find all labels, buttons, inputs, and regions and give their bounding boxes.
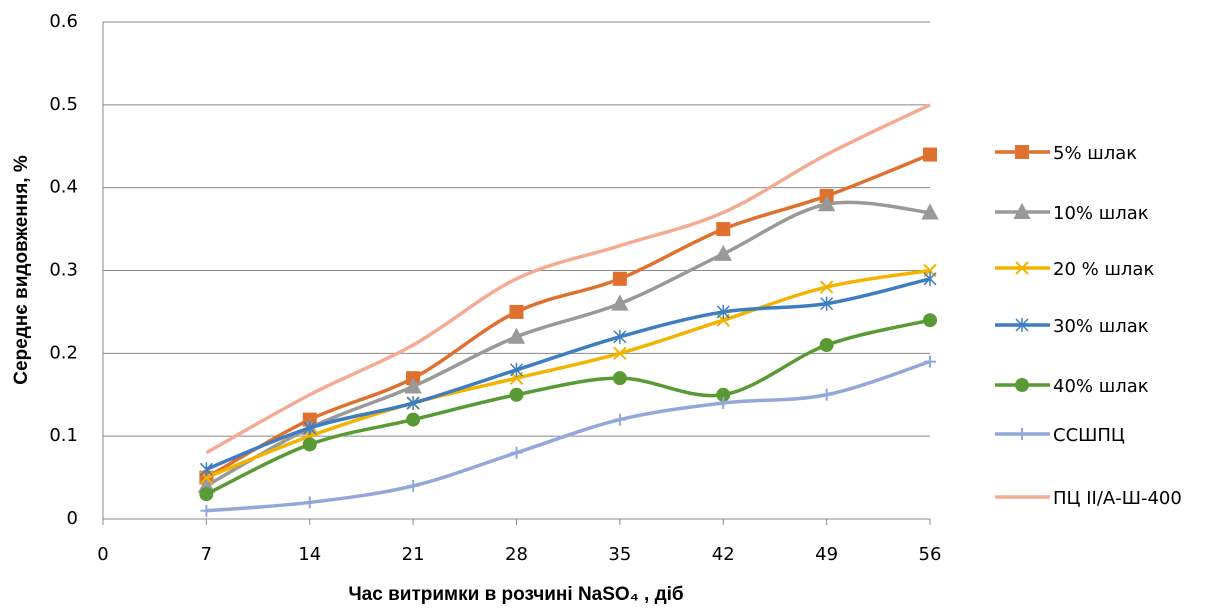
series-line	[205, 103, 931, 455]
marker	[613, 329, 627, 344]
marker	[820, 388, 833, 401]
marker	[406, 412, 421, 427]
marker	[819, 338, 834, 353]
marker	[924, 355, 936, 368]
x-tick-label: 28	[505, 544, 528, 565]
marker	[717, 397, 730, 410]
marker	[509, 362, 524, 377]
legend-label: 20 % шлак	[1053, 259, 1154, 280]
y-tick-label: 0.2	[49, 342, 78, 363]
legend-label: 10% шлак	[1053, 203, 1149, 224]
marker	[302, 437, 317, 452]
series-line	[205, 277, 931, 471]
y-tick-label: 0.4	[49, 177, 78, 198]
marker	[817, 195, 836, 212]
marker	[303, 496, 316, 509]
legend-label: 30% шлак	[1053, 316, 1149, 337]
marker	[1016, 428, 1028, 440]
marker	[1015, 261, 1029, 275]
marker	[714, 244, 732, 261]
marker	[923, 147, 937, 162]
marker	[613, 346, 627, 361]
marker	[612, 271, 627, 286]
marker	[509, 387, 524, 402]
y-tick-label: 0.6	[49, 11, 78, 32]
marker	[1015, 318, 1029, 332]
marker	[1013, 202, 1031, 219]
marker	[923, 271, 937, 286]
marker	[921, 203, 939, 220]
marker	[407, 479, 420, 492]
marker	[613, 413, 626, 426]
series-line	[205, 268, 931, 480]
marker	[303, 420, 317, 435]
x-tick-label: 0	[97, 544, 108, 565]
marker	[612, 371, 627, 386]
legend-label: ПЦ ІІ/А-Ш-400	[1053, 488, 1182, 509]
marker	[200, 504, 213, 517]
marker	[716, 304, 730, 319]
marker	[199, 462, 213, 477]
marker	[1015, 145, 1029, 159]
y-tick-label: 0.5	[49, 94, 78, 115]
x-tick-label: 21	[402, 544, 425, 565]
marker	[1015, 378, 1029, 392]
marker	[716, 222, 731, 237]
marker	[820, 296, 834, 311]
series-line	[205, 318, 931, 496]
marker	[923, 313, 937, 328]
legend-label: ССШПЦ	[1053, 425, 1125, 446]
series-line	[206, 359, 931, 513]
marker	[406, 396, 420, 411]
marker	[509, 304, 524, 319]
legend-label: 40% шлак	[1053, 376, 1149, 397]
x-tick-label: 14	[298, 544, 321, 565]
x-tick-label: 35	[608, 544, 631, 565]
x-axis-title: Час витримки в розчині NaSO₄ , діб	[348, 584, 683, 605]
x-tick-label: 7	[201, 544, 212, 565]
y-axis-title: Середнє видовження, %	[11, 155, 32, 385]
marker	[611, 294, 629, 311]
y-tick-label: 0.3	[49, 260, 78, 281]
x-tick-label: 49	[815, 544, 838, 565]
x-tick-label: 42	[712, 544, 735, 565]
series-line	[205, 152, 931, 480]
marker	[510, 446, 523, 459]
y-tick-label: 0	[67, 508, 78, 529]
marker	[404, 377, 422, 394]
y-tick-label: 0.1	[49, 425, 78, 446]
marker	[507, 327, 526, 344]
legend-label: 5% шлак	[1053, 143, 1137, 164]
x-tick-label: 56	[919, 544, 942, 565]
marker	[819, 280, 834, 294]
marker	[199, 487, 214, 502]
